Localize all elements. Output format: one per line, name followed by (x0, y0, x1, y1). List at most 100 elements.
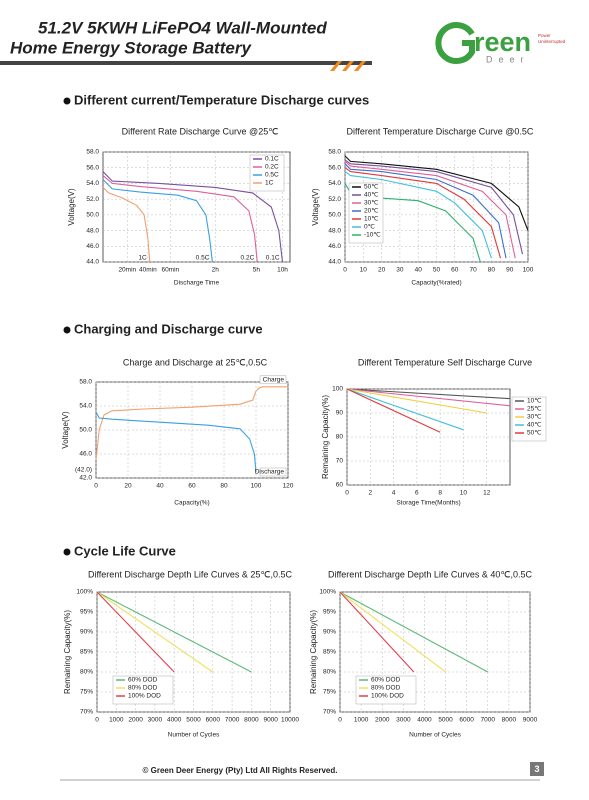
x-axis-label: Capacity(%rated) (411, 280, 461, 287)
x-tick-label: 6000 (459, 717, 474, 724)
y-axis-label: Remaining Capacity(%) (63, 610, 72, 694)
y-tick-label: 80% (80, 669, 93, 676)
legend-label: 50℃ (527, 430, 542, 437)
chart-title: Different Temperature Self Discharge Cur… (358, 357, 532, 367)
series-line (102, 175, 258, 263)
y-tick-label: 54.0 (86, 180, 99, 187)
x-tick-label: 3000 (396, 717, 411, 724)
x-tick-label: 20 (378, 267, 386, 274)
series-line (344, 163, 507, 259)
y-tick-label: 85% (80, 649, 93, 656)
x-tick-label: 10 (360, 267, 368, 274)
y-tick-label: 70% (323, 709, 336, 716)
y-tick-label: 58.0 (79, 379, 92, 386)
page-number: 3 (534, 764, 539, 774)
logo-tagline: Uninterrupted (538, 39, 566, 44)
y-tick-label: 90% (323, 629, 336, 636)
x-axis-label: Storage Time(Months) (396, 500, 460, 507)
x-tick-label: 7000 (481, 717, 496, 724)
legend-label: 10℃ (364, 216, 379, 223)
x-tick-label: 2h (212, 267, 220, 274)
x-tick-label: 2 (368, 490, 372, 497)
x-axis-label: Capacity(%) (174, 500, 209, 507)
legend-label: 40℃ (364, 192, 379, 199)
legend-label: 100% DOD (371, 693, 404, 700)
legend-label: 80% DOD (371, 685, 401, 692)
bullet (63, 548, 71, 556)
page-box (530, 762, 544, 776)
x-tick-label: 4000 (417, 717, 432, 724)
series-line (346, 388, 511, 407)
x-tick-label: 9000 (523, 717, 538, 724)
y-axis-label: Voltage(V) (311, 188, 320, 226)
x-tick-label: 8 (438, 490, 442, 497)
series-tag (259, 467, 287, 477)
y-tick-label: 52.0 (86, 196, 99, 203)
section-heading: Cycle Life Curve (74, 543, 176, 558)
x-tick-label: 2000 (375, 717, 390, 724)
series-line (344, 167, 502, 259)
x-tick-label: 1000 (354, 717, 369, 724)
series-line (96, 591, 252, 673)
x-tick-label: 9000 (263, 717, 278, 724)
legend-label: 25℃ (527, 406, 542, 413)
y-tick-label: 56.0 (86, 164, 99, 171)
y-tick-label: 80% (323, 669, 336, 676)
legend-label: 40℃ (527, 422, 542, 429)
x-tick-label: 10h (277, 267, 288, 274)
series-line (344, 171, 492, 259)
y-axis-label: Voltage(V) (61, 411, 70, 449)
y-tick-label: 60 (336, 482, 344, 489)
x-tick-label: 50 (433, 267, 441, 274)
legend-label: 0.5C (265, 172, 279, 179)
y-tick-label: 56.0 (328, 164, 341, 171)
section-heading: Different current/Temperature Discharge … (74, 92, 369, 107)
y-tick-label: 46.0 (79, 451, 92, 458)
x-tick-label: 12 (483, 490, 491, 497)
y-tick-label: 80 (336, 434, 344, 441)
legend-label: 50℃ (364, 184, 379, 191)
series-line (339, 591, 415, 673)
series-line (102, 179, 213, 263)
y-tick-label: 54.0 (79, 403, 92, 410)
x-tick-label: 30 (396, 267, 404, 274)
y-tick-label: 46.0 (86, 243, 99, 250)
title-line: Home Energy Storage Battery (10, 38, 252, 57)
legend-label: 60% DOD (371, 677, 401, 684)
x-tick-label: 0 (94, 483, 98, 490)
x-tick-label: 60min (161, 267, 179, 274)
y-tick-label: 50.0 (86, 212, 99, 219)
legend-label: 10℃ (527, 398, 542, 405)
annotation: (42.0) (75, 467, 92, 474)
series-line (339, 591, 446, 673)
x-tick-label: 2000 (128, 717, 143, 724)
y-tick-label: 44.0 (328, 259, 341, 266)
end-label: 1C (138, 255, 147, 262)
logo-tagline: Power (538, 33, 551, 38)
y-tick-label: 100% (76, 589, 93, 596)
y-tick-label: 58.0 (328, 149, 341, 156)
series-line (344, 155, 529, 231)
y-tick-label: 75% (80, 689, 93, 696)
series-line (339, 591, 489, 673)
logo-subword: Deer (486, 54, 530, 64)
header-stripes (330, 61, 366, 71)
x-tick-label: 5000 (186, 717, 201, 724)
y-axis-label: Remaining Capacity(%) (321, 395, 330, 479)
legend-label: 80% DOD (128, 685, 158, 692)
y-tick-label: 95% (80, 609, 93, 616)
charts: Different Rate Discharge Curve @25℃ 44.0 4… (61, 126, 547, 739)
y-tick-label: 90% (80, 629, 93, 636)
y-tick-label: 75% (323, 689, 336, 696)
y-tick-label: 85% (323, 649, 336, 656)
chart-title: Different Discharge Depth Life Curves & … (88, 569, 293, 579)
x-tick-label: 20min (118, 267, 136, 274)
legend-label: 30℃ (527, 414, 542, 421)
series-line (344, 159, 524, 255)
y-tick-label: 42.0 (79, 475, 92, 482)
legend-label: 0.1C (265, 156, 279, 163)
title-line: 51.2V 5KWH LiFePO4 Wall-Mounted (38, 18, 327, 37)
x-tick-label: 40min (139, 267, 157, 274)
chart-title: Charge and Discharge at 25℃,0.5C (123, 357, 268, 367)
